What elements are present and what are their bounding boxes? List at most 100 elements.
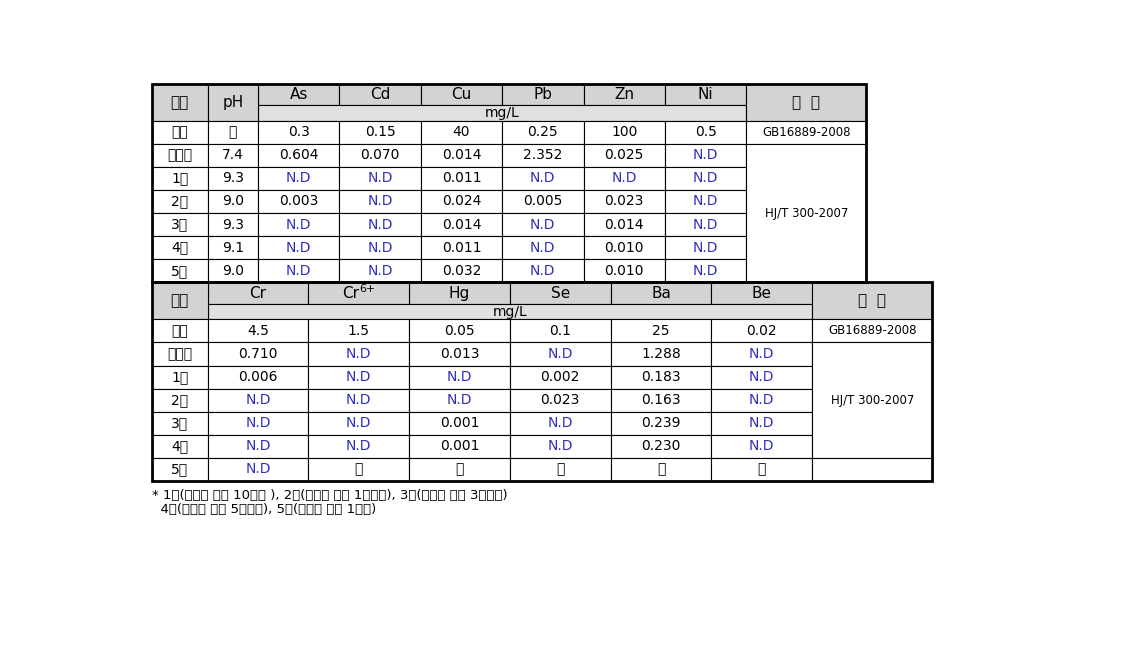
Bar <box>309 342 410 366</box>
Bar <box>746 121 866 144</box>
Bar <box>610 366 711 389</box>
Bar <box>410 458 509 481</box>
Text: 0.023: 0.023 <box>541 393 580 407</box>
Bar <box>309 282 410 304</box>
Text: 0.239: 0.239 <box>642 416 681 430</box>
Text: 0.032: 0.032 <box>442 264 481 278</box>
Text: 구분: 구분 <box>171 293 188 308</box>
Text: N.D: N.D <box>749 393 774 407</box>
Text: N.D: N.D <box>367 194 393 209</box>
Text: N.D: N.D <box>346 439 371 453</box>
Text: N.D: N.D <box>530 264 555 278</box>
Bar <box>258 236 340 259</box>
Text: 0.230: 0.230 <box>642 439 681 453</box>
Text: 0.5: 0.5 <box>695 125 717 139</box>
Bar <box>208 167 258 190</box>
Text: 0.011: 0.011 <box>442 241 481 255</box>
Bar <box>208 319 309 342</box>
Text: Pb: Pb <box>533 87 552 102</box>
Bar <box>746 84 866 121</box>
Text: N.D: N.D <box>246 416 270 430</box>
Text: N.D: N.D <box>367 264 393 278</box>
Text: 4회(안정화 처리 5개월후), 5회(안정화 처리 1년후): 4회(안정화 처리 5개월후), 5회(안정화 처리 1년후) <box>151 503 376 516</box>
Bar <box>503 190 583 213</box>
Bar <box>421 167 503 190</box>
Bar <box>151 435 208 458</box>
Text: N.D: N.D <box>346 370 371 384</box>
Text: 0.014: 0.014 <box>605 218 644 231</box>
Bar <box>208 342 309 366</box>
Text: 0.001: 0.001 <box>440 416 479 430</box>
Bar <box>509 342 610 366</box>
Bar <box>151 458 208 481</box>
Text: N.D: N.D <box>530 218 555 231</box>
Text: GB16889-2008: GB16889-2008 <box>828 324 917 337</box>
Bar <box>509 435 610 458</box>
Bar <box>711 319 812 342</box>
Bar <box>151 389 208 412</box>
Text: 9.3: 9.3 <box>222 218 243 231</box>
Text: HJ/T 300-2007: HJ/T 300-2007 <box>830 393 914 406</box>
Bar <box>665 167 746 190</box>
Bar <box>410 342 509 366</box>
Bar <box>151 282 932 481</box>
Text: －: － <box>456 463 463 477</box>
Text: 40: 40 <box>453 125 470 139</box>
Text: 2.352: 2.352 <box>523 149 562 162</box>
Bar <box>421 144 503 167</box>
Text: 구분: 구분 <box>171 95 188 110</box>
Bar <box>421 121 503 144</box>
Bar <box>410 412 509 435</box>
Bar <box>208 144 258 167</box>
Text: 비  고: 비 고 <box>858 293 886 308</box>
Text: N.D: N.D <box>693 149 718 162</box>
Text: N.D: N.D <box>367 171 393 185</box>
Bar <box>610 282 711 304</box>
Bar <box>812 458 932 481</box>
Bar <box>309 412 410 435</box>
Bar <box>208 121 258 144</box>
Text: Cu: Cu <box>451 87 471 102</box>
Bar <box>610 319 711 342</box>
Bar <box>151 319 208 342</box>
Bar <box>258 144 340 167</box>
Bar <box>151 167 208 190</box>
Text: N.D: N.D <box>548 347 573 361</box>
Text: 4회: 4회 <box>172 241 188 255</box>
Bar <box>746 144 866 282</box>
Text: 0.001: 0.001 <box>440 439 479 453</box>
Bar <box>665 259 746 282</box>
Text: 0.070: 0.070 <box>360 149 399 162</box>
Text: 0.25: 0.25 <box>527 125 558 139</box>
Bar <box>583 167 665 190</box>
Bar <box>610 435 711 458</box>
Bar <box>151 213 208 236</box>
Bar <box>340 121 421 144</box>
Text: 비  고: 비 고 <box>792 95 820 110</box>
Text: －: － <box>229 125 237 139</box>
Text: 3회: 3회 <box>172 218 188 231</box>
Bar <box>711 435 812 458</box>
Text: Be: Be <box>752 286 772 300</box>
Bar <box>309 435 410 458</box>
Text: 2회: 2회 <box>172 194 188 209</box>
Text: N.D: N.D <box>447 393 472 407</box>
Bar <box>665 121 746 144</box>
Bar <box>711 342 812 366</box>
Bar <box>340 236 421 259</box>
Bar <box>208 435 309 458</box>
Text: N.D: N.D <box>346 416 371 430</box>
Bar <box>509 412 610 435</box>
Bar <box>208 190 258 213</box>
Bar <box>509 282 610 304</box>
Bar <box>340 144 421 167</box>
Text: 9.3: 9.3 <box>222 171 243 185</box>
Bar <box>340 84 421 105</box>
Bar <box>503 213 583 236</box>
Bar <box>151 282 208 319</box>
Bar <box>509 319 610 342</box>
Text: 0.002: 0.002 <box>541 370 580 384</box>
Text: 0.006: 0.006 <box>238 370 278 384</box>
Bar <box>503 84 583 105</box>
Text: 처리전: 처리전 <box>167 149 192 162</box>
